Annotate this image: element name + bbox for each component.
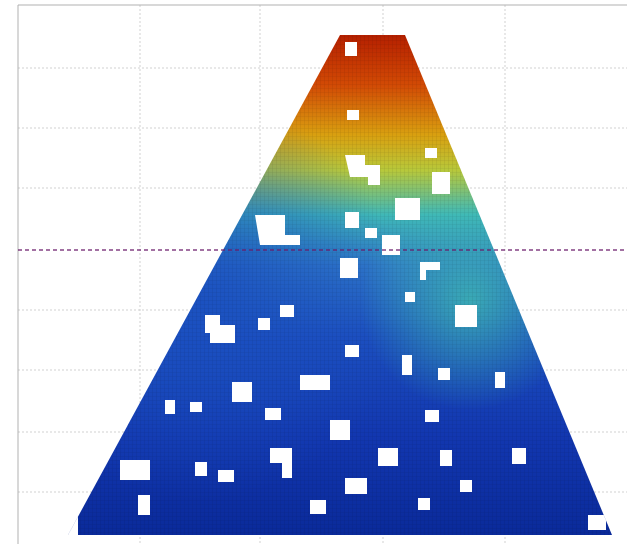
heatmap — [68, 35, 612, 535]
missing-data — [68, 42, 606, 535]
axes-frame — [17, 4, 627, 544]
